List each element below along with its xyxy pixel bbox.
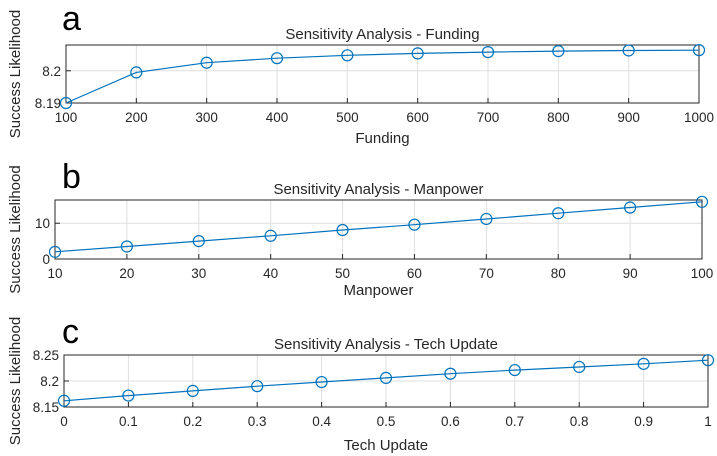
panel-letter: a bbox=[62, 0, 81, 38]
x-tick-label: 10 bbox=[47, 266, 62, 281]
series-line bbox=[65, 49, 700, 104]
data-point bbox=[552, 45, 565, 58]
y-tick-label: 10 bbox=[35, 216, 50, 231]
data-point bbox=[186, 384, 199, 397]
x-tick-label: 900 bbox=[617, 110, 640, 125]
x-tick-label: 100 bbox=[55, 110, 78, 125]
series-line bbox=[63, 359, 709, 402]
chart-title: Sensitivity Analysis - Tech Update bbox=[274, 336, 498, 353]
data-point bbox=[695, 195, 709, 208]
chart-title: Sensitivity Analysis - Manpower bbox=[273, 181, 483, 198]
x-tick-label: 0.4 bbox=[312, 414, 331, 429]
chart-panel-c: 0 0.1 0.2 0.3 0.4 0.5 0.6 0.7 0.8 0.9 1 8.15 8.2 8.25… bbox=[7, 313, 715, 454]
chart-panel-a: 100 200 300 400 500 600 700 800 900 1000 8.19 8.2 Se… bbox=[7, 0, 714, 147]
x-tick-label: 700 bbox=[477, 110, 500, 125]
data-point bbox=[480, 212, 493, 226]
x-tick-label: 200 bbox=[125, 110, 148, 125]
x-tick-label: 600 bbox=[406, 110, 429, 125]
x-tick-label: 30 bbox=[191, 266, 206, 281]
data-point bbox=[341, 49, 354, 62]
plot-area bbox=[54, 199, 703, 260]
data-point bbox=[637, 357, 650, 370]
x-tick-label: 300 bbox=[195, 110, 218, 125]
data-point bbox=[192, 235, 205, 248]
y-tick-label: 8.2 bbox=[40, 374, 59, 389]
data-point bbox=[573, 360, 586, 374]
x-tick-label: 0.2 bbox=[183, 414, 202, 429]
axes-frame bbox=[54, 199, 703, 260]
y-tick-label: 0 bbox=[42, 252, 50, 267]
x-axis-label: Funding bbox=[355, 130, 409, 147]
x-tick-label: 0.3 bbox=[248, 414, 267, 429]
x-tick-label: 0.8 bbox=[570, 414, 589, 429]
data-point bbox=[336, 223, 349, 237]
data-point bbox=[251, 380, 264, 393]
x-tick-label: 1000 bbox=[684, 110, 714, 125]
x-tick-label: 90 bbox=[623, 266, 638, 281]
x-tick-label: 40 bbox=[263, 266, 278, 281]
x-tick-label: 0 bbox=[60, 414, 68, 429]
data-point bbox=[552, 207, 565, 220]
x-tick-label: 80 bbox=[551, 266, 566, 281]
data-point bbox=[622, 44, 635, 57]
data-point bbox=[411, 47, 424, 60]
x-tick-label: 100 bbox=[691, 266, 714, 281]
x-tick-label: 500 bbox=[336, 110, 359, 125]
y-tick-label: 8.2 bbox=[42, 64, 61, 79]
data-point bbox=[120, 240, 133, 253]
chart-title: Sensitivity Analysis - Funding bbox=[285, 26, 479, 43]
data-point bbox=[692, 44, 706, 57]
y-axis-label: Success Likelihood bbox=[7, 317, 24, 445]
x-tick-label: 0.9 bbox=[634, 414, 653, 429]
data-point bbox=[270, 52, 284, 65]
x-tick-label: 0.7 bbox=[505, 414, 524, 429]
x-tick-label: 0.6 bbox=[441, 414, 460, 429]
data-point bbox=[315, 375, 328, 389]
data-point bbox=[48, 245, 62, 258]
y-tick-label: 8.15 bbox=[33, 400, 59, 415]
data-point bbox=[130, 66, 143, 79]
data-point bbox=[408, 218, 421, 231]
data-point bbox=[508, 363, 521, 377]
x-axis-label: Manpower bbox=[343, 282, 413, 299]
data-point bbox=[624, 201, 637, 214]
x-tick-label: 50 bbox=[335, 266, 350, 281]
y-tick-label: 8.25 bbox=[33, 348, 59, 363]
x-tick-label: 400 bbox=[266, 110, 289, 125]
data-point bbox=[122, 389, 135, 402]
data-point bbox=[379, 371, 393, 384]
panel-letter: b bbox=[62, 158, 81, 196]
data-point bbox=[57, 394, 71, 407]
data-point bbox=[264, 229, 277, 242]
x-tick-label: 70 bbox=[479, 266, 494, 281]
x-tick-label: 20 bbox=[119, 266, 134, 281]
data-point bbox=[200, 56, 213, 69]
x-tick-label: 0.5 bbox=[377, 414, 396, 429]
x-axis-label: Tech Update bbox=[344, 437, 428, 454]
plot-area bbox=[65, 44, 700, 104]
panel-letter: c bbox=[62, 313, 79, 351]
y-axis-label: Success Likelihood bbox=[7, 10, 24, 138]
y-tick-label: 8.19 bbox=[35, 96, 61, 111]
y-axis-label: Success Likelihood bbox=[7, 165, 24, 293]
series-line bbox=[54, 201, 703, 253]
data-point bbox=[444, 367, 457, 380]
data-point bbox=[701, 354, 715, 367]
x-tick-label: 1 bbox=[704, 414, 712, 429]
axes-frame bbox=[65, 44, 700, 104]
x-tick-label: 0.1 bbox=[119, 414, 138, 429]
x-tick-label: 800 bbox=[547, 110, 570, 125]
x-tick-label: 60 bbox=[407, 266, 422, 281]
data-point bbox=[481, 45, 495, 59]
data-point bbox=[59, 96, 73, 110]
